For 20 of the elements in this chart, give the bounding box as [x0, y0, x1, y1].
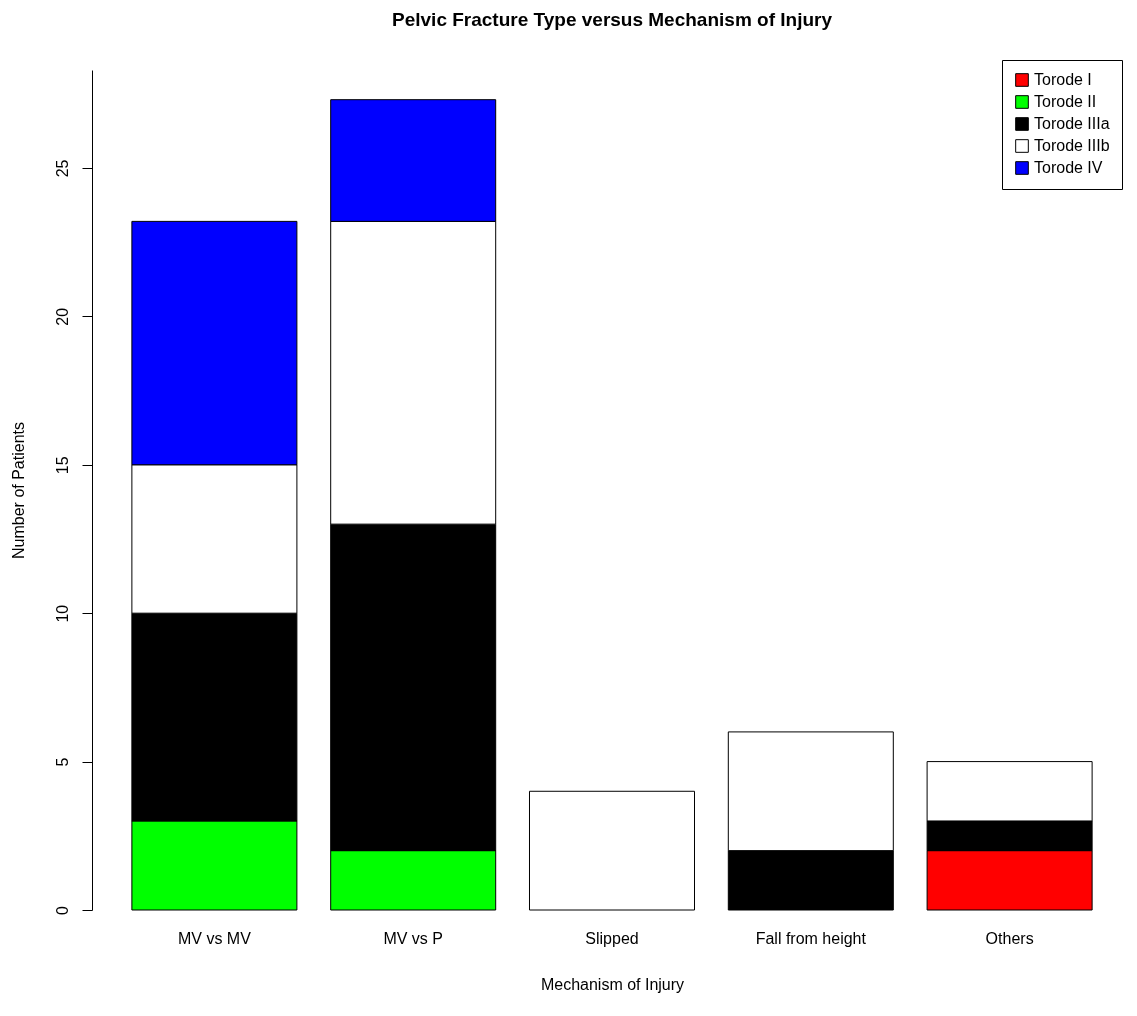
x-tick-label: Slipped — [585, 929, 639, 947]
bar — [529, 790, 695, 911]
legend-label: Torode I — [1034, 71, 1092, 88]
x-axis-title: Mechanism of Injury — [540, 975, 685, 993]
legend-label: Torode IIIb — [1034, 137, 1110, 154]
legend-label: Torode II — [1034, 93, 1097, 110]
y-tick-label: 25 — [53, 159, 71, 178]
legend-label: Torode IIIa — [1034, 115, 1110, 132]
x-tick-label: Others — [985, 929, 1034, 947]
x-tick-label: MV vs MV — [177, 929, 252, 947]
x-tick-label: Fall from height — [755, 929, 867, 947]
y-tick-label: 20 — [53, 307, 71, 326]
y-tick-label: 5 — [53, 757, 71, 767]
legend-label: Torode IV — [1034, 159, 1103, 176]
x-tick-label: MV vs P — [383, 929, 443, 947]
y-tick-label: 10 — [53, 604, 71, 623]
y-axis-title: Number of Patients — [9, 422, 27, 559]
y-tick-label: 15 — [53, 456, 71, 475]
chart-title: Pelvic Fracture Type versus Mechanism of Injury — [392, 8, 833, 30]
y-tick-label: 0 — [53, 905, 71, 915]
